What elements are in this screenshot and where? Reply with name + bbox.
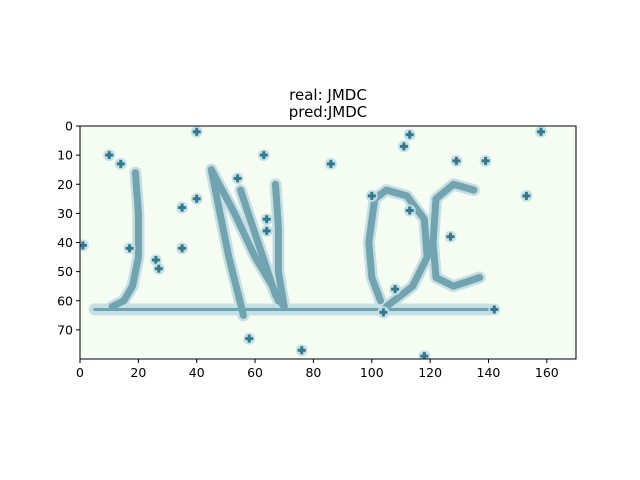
noise-dot-6 — [190, 192, 203, 205]
noise-dot-14 — [295, 344, 308, 357]
x-tick-label-120: 120 — [418, 365, 442, 380]
noise-dot-10 — [257, 149, 270, 162]
noise-dot-20 — [389, 283, 402, 296]
noise-dot-0 — [103, 149, 116, 162]
x-tick-label-160: 160 — [535, 365, 559, 380]
noise-dot-27 — [535, 126, 547, 138]
y-tick-label-10: 10 — [57, 148, 73, 163]
captcha-content — [80, 126, 547, 359]
y-tick-label-0: 0 — [65, 119, 73, 134]
x-tick-label-80: 80 — [305, 365, 321, 380]
noise-dot-8 — [190, 126, 203, 138]
captcha-image — [79, 125, 577, 360]
captcha-stroke-4 — [272, 180, 288, 311]
noise-dot-1 — [114, 157, 127, 170]
noise-dot-13 — [243, 332, 256, 345]
noise-dot-23 — [450, 154, 463, 167]
noise-dot-9 — [231, 172, 244, 185]
x-axis: 0 20 40 60 80 100 120 140 160 — [76, 359, 559, 380]
y-axis: 0 10 20 30 40 50 60 70 — [57, 119, 80, 337]
y-tick-label-60: 60 — [57, 293, 73, 308]
noise-dot-24 — [479, 154, 492, 167]
x-tick-label-20: 20 — [130, 365, 146, 380]
y-tick-label-40: 40 — [57, 235, 73, 250]
noise-dot-28 — [418, 350, 431, 359]
captcha-stroke-6 — [365, 186, 431, 311]
captcha-stroke-7 — [429, 180, 484, 290]
x-tick-label-100: 100 — [360, 365, 384, 380]
noise-dot-15 — [324, 157, 337, 170]
noise-dot-17 — [397, 140, 410, 153]
noise-dot-5 — [176, 201, 189, 214]
captcha-stroke-1 — [207, 166, 247, 319]
noise-dot-25 — [488, 303, 501, 316]
noise-dot-19 — [403, 204, 416, 217]
x-tick-label-140: 140 — [477, 365, 501, 380]
noise-dot-18 — [403, 128, 416, 141]
noise-dot-22 — [444, 230, 457, 243]
chart-title-real: real: JMDC — [289, 86, 367, 104]
y-tick-label-20: 20 — [57, 177, 73, 192]
noise-dot-12 — [260, 224, 273, 237]
x-tick-label-60: 60 — [247, 365, 263, 380]
noise-dot-26 — [520, 189, 533, 202]
x-tick-label-40: 40 — [189, 365, 205, 380]
noise-dot-16 — [365, 189, 378, 202]
noise-dot-7 — [176, 242, 189, 255]
noise-dot-21 — [377, 306, 390, 319]
noise-dot-4 — [152, 262, 165, 275]
y-tick-label-70: 70 — [57, 322, 73, 337]
y-tick-label-30: 30 — [57, 206, 73, 221]
noise-dot-11 — [260, 213, 273, 226]
noise-dot-29 — [80, 239, 89, 252]
x-tick-label-0: 0 — [76, 365, 84, 380]
noise-dot-2 — [123, 242, 136, 255]
chart-title-pred: pred:JMDC — [289, 103, 368, 121]
captcha-stroke-0 — [108, 169, 142, 311]
y-tick-label-50: 50 — [57, 264, 73, 279]
